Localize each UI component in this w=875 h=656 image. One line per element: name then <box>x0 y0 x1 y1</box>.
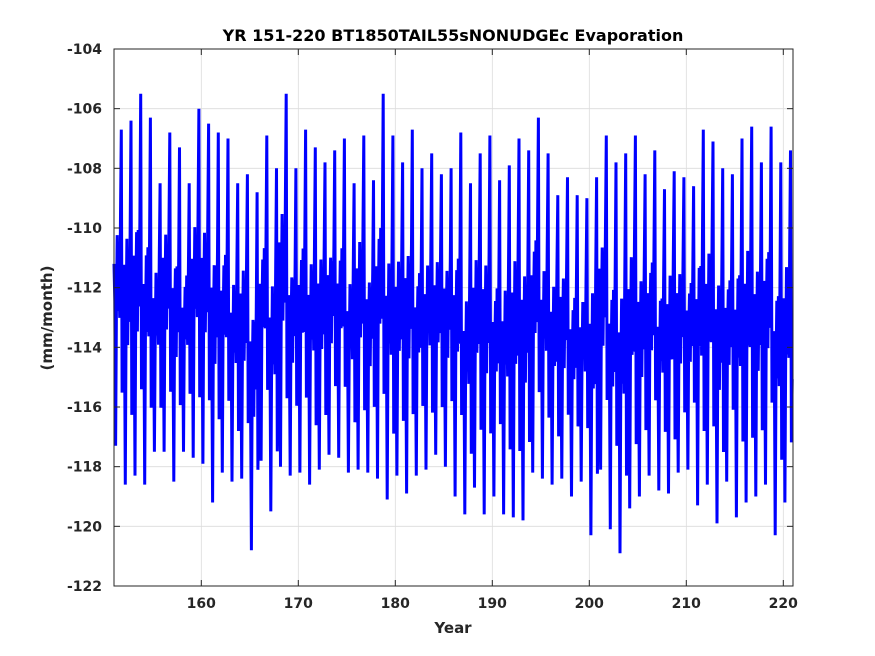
y-tick-label: -110 <box>67 221 102 237</box>
x-tick-label: 170 <box>284 596 313 612</box>
x-tick-label: 160 <box>187 596 216 612</box>
x-tick-label: 180 <box>381 596 410 612</box>
chart-title: YR 151-220 BT1850TAIL55sNONUDGEc Evapora… <box>222 26 684 45</box>
y-tick-label: -118 <box>67 460 102 476</box>
x-tick-label: 220 <box>769 596 798 612</box>
x-tick-label: 190 <box>478 596 507 612</box>
y-tick-label: -114 <box>67 340 102 356</box>
x-axis-label: Year <box>433 619 472 637</box>
x-tick-label: 210 <box>672 596 701 612</box>
series-layer <box>112 93 794 554</box>
y-tick-label: -122 <box>67 579 102 595</box>
y-tick-label: -104 <box>67 42 102 58</box>
y-tick-label: -106 <box>67 102 102 118</box>
y-tick-label: -112 <box>67 281 102 297</box>
y-tick-label: -116 <box>67 400 102 416</box>
y-tick-label: -108 <box>67 161 102 177</box>
y-axis-label: (mm/month) <box>38 266 56 371</box>
y-tick-label: -120 <box>67 519 102 535</box>
x-tick-label: 200 <box>575 596 604 612</box>
plot-area <box>113 48 794 587</box>
axis-ticks: 160 170 180 190 200 210 220 -122 -120 -118 -116 -11… <box>67 42 798 612</box>
evaporation-series-line <box>112 93 794 554</box>
